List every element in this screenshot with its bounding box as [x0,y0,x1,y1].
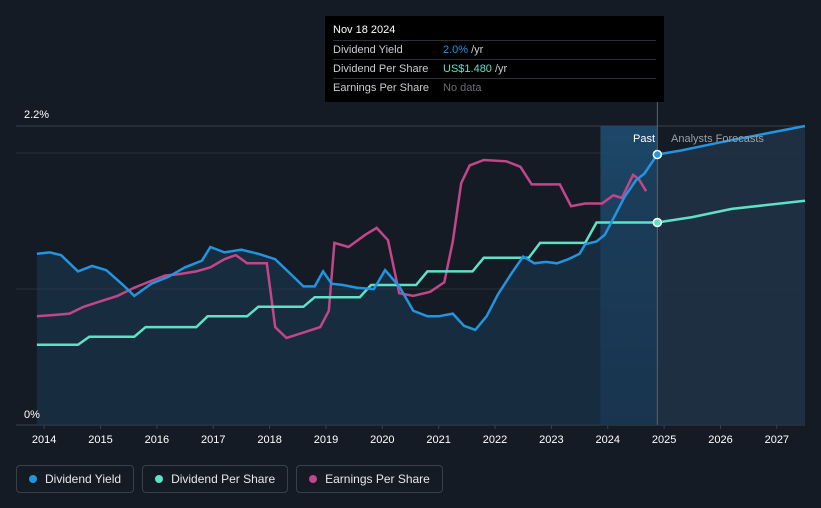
dividend-chart: Past Analysts Forecasts 2.2% 0% 2014 2015… [16,100,806,446]
x-tick-label: 2015 [88,434,112,446]
legend-item-dividend-yield[interactable]: Dividend Yield [16,465,135,493]
x-axis-ticks: 2014 2015 2016 2017 2018 2019 2020 2021 2022 2023… [32,425,789,446]
x-tick-label: 2025 [652,434,676,446]
x-tick-label: 2020 [370,434,394,446]
legend: Dividend Yield Dividend Per Share Earnin… [16,465,443,493]
legend-dot-icon [29,475,37,483]
tooltip-label: Dividend Yield [333,44,403,56]
y-tick-label-top: 2.2% [24,109,49,121]
x-tick-label: 2016 [145,434,169,446]
tooltip-unit: /yr [471,44,484,56]
x-tick-label: 2019 [314,434,338,446]
legend-label: Earnings Per Share [325,472,430,486]
legend-label: Dividend Per Share [171,472,276,486]
dividend-yield-area [36,154,658,425]
legend-dot-icon [155,475,164,483]
x-tick-label: 2026 [708,434,732,446]
tooltip-row-dividend-per-share: Dividend Per Share US$1.480 /yr [333,60,656,79]
x-tick-label: 2021 [426,434,450,446]
legend-dot-icon [309,475,318,483]
dividend-per-share-line [36,199,806,347]
legend-item-earnings-per-share[interactable]: Earnings Per Share [296,465,443,493]
tooltip-value: No data [443,82,482,94]
tooltip: Nov 18 2024 Dividend Yield 2.0% /yr Divi… [325,16,664,102]
tooltip-row-dividend-yield: Dividend Yield 2.0% /yr [333,41,656,60]
x-tick-label: 2014 [32,434,56,446]
tooltip-row-earnings-per-share: Earnings Per Share No data [333,79,656,97]
x-tick-label: 2017 [201,434,225,446]
x-tick-label: 2027 [765,434,789,446]
earnings-per-share-line [36,158,648,340]
forecast-area [657,126,805,425]
dividend-yield-line [36,124,806,332]
tooltip-value: US$1.480 [443,63,492,75]
x-tick-label: 2018 [257,434,281,446]
x-tick-label: 2024 [596,434,620,446]
tooltip-value: 2.0% [443,44,469,56]
tooltip-label: Dividend Per Share [333,63,429,75]
x-tick-label: 2022 [483,434,507,446]
dividend-yield-marker[interactable] [652,149,663,160]
legend-item-dividend-per-share[interactable]: Dividend Per Share [142,465,289,493]
tooltip-date: Nov 18 2024 [333,20,656,41]
forecast-label: Analysts Forecasts [671,133,764,145]
tooltip-label: Earnings Per Share [333,82,429,94]
y-tick-label-zero: 0% [24,409,40,421]
dividend-per-share-marker[interactable] [652,217,663,228]
past-label: Past [633,133,655,145]
legend-label: Dividend Yield [45,472,122,486]
x-tick-label: 2023 [539,434,563,446]
tooltip-unit: /yr [494,63,508,75]
